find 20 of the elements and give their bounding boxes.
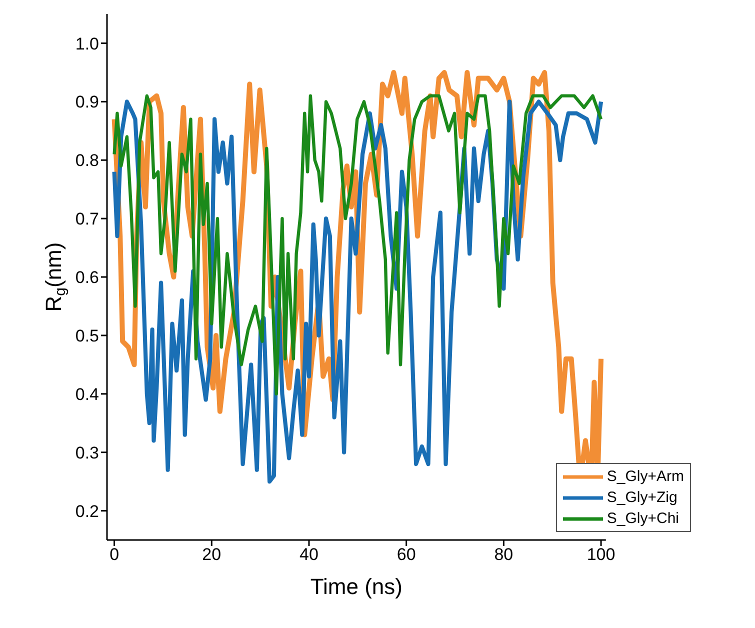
x-tick-label: 40 [300, 545, 318, 564]
legend-label: S_Gly+Arm [606, 467, 684, 487]
x-tick-label: 60 [396, 545, 416, 564]
y-tick-label: 0.3 [75, 443, 99, 462]
x-tick-label: 20 [202, 545, 222, 564]
x-tick-label: 100 [586, 545, 616, 564]
x-tick-label: 0 [110, 545, 120, 564]
y-tick-label: 0.7 [75, 210, 99, 229]
legend-label: S_Gly+Zig [606, 488, 678, 508]
y-tick-label: 0.9 [75, 92, 99, 112]
y-tick-label: 0.6 [75, 268, 99, 288]
y-tick-label: 1.0 [75, 34, 99, 54]
y-tick-label: 0.5 [75, 326, 99, 346]
x-axis-title: Time (ns) [310, 574, 402, 599]
line-series [112, 94, 603, 396]
legend-label: S_Gly+Chi [606, 509, 680, 529]
y-tick-label: 0.4 [75, 384, 99, 404]
x-tick-label: 80 [494, 545, 514, 564]
y-tick-label: 0.2 [75, 502, 99, 521]
y-tick-label: 0.8 [75, 151, 99, 170]
